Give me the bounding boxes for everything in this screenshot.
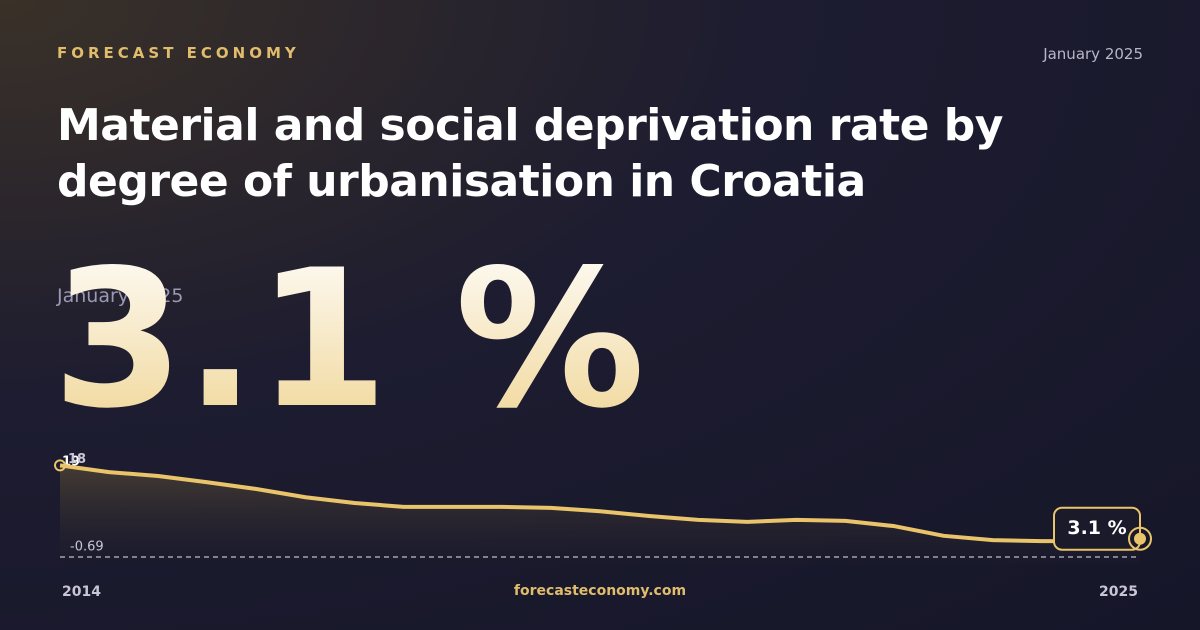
date: January 2025 bbox=[1043, 45, 1143, 63]
footer: forecasteconomy.com bbox=[513, 583, 687, 599]
start-point bbox=[54, 459, 66, 472]
chart-title: Material and social deprivation rate by … bbox=[57, 100, 1003, 207]
headline-value: 3.1 % bbox=[52, 229, 645, 450]
x-tick-label: 2025 bbox=[1099, 584, 1138, 600]
end-ring bbox=[1128, 526, 1152, 551]
end-point bbox=[1134, 532, 1146, 545]
value-label: 18 bbox=[68, 452, 86, 467]
x-tick-label: 2014 bbox=[62, 584, 101, 600]
headline-date: January 2025 bbox=[56, 285, 183, 307]
area bbox=[60, 465, 1140, 565]
value-label-box bbox=[1053, 506, 1141, 551]
y-tick-label: -0.69 bbox=[70, 540, 104, 555]
line bbox=[59, 463, 1141, 544]
brand: FORECAST ECONOMY bbox=[57, 44, 300, 62]
value-label: 3.1 % bbox=[1067, 517, 1126, 539]
